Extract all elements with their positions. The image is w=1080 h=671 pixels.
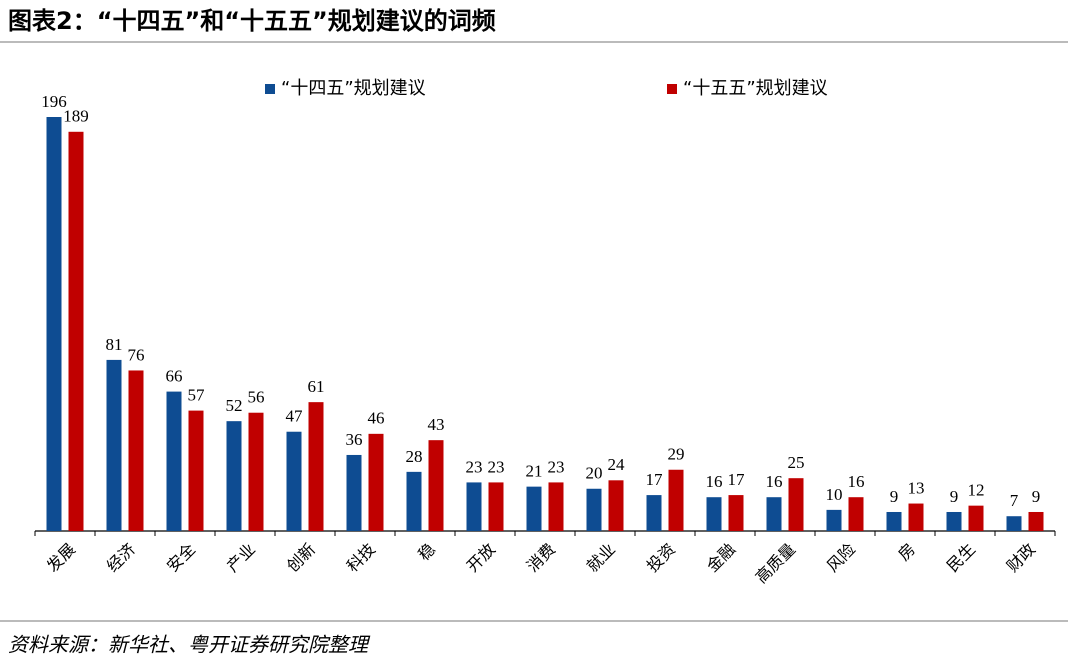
bar bbox=[826, 509, 842, 531]
bar bbox=[908, 503, 924, 531]
value-label: 56 bbox=[248, 388, 265, 407]
bar bbox=[788, 478, 804, 531]
value-label: 17 bbox=[728, 470, 746, 489]
value-label: 16 bbox=[848, 472, 865, 491]
value-label: 76 bbox=[128, 345, 145, 364]
value-label: 61 bbox=[308, 377, 325, 396]
bar bbox=[646, 495, 662, 531]
bar bbox=[668, 469, 684, 531]
legend-swatch bbox=[265, 84, 275, 94]
source-note: 资料来源：新华社、粤开证券研究院整理 bbox=[8, 633, 371, 657]
value-label: 29 bbox=[668, 445, 685, 464]
legend-label: “十四五”规划建议 bbox=[281, 78, 426, 99]
x-tick-label: 创新 bbox=[283, 540, 319, 576]
bar bbox=[428, 440, 444, 531]
value-label: 9 bbox=[890, 487, 899, 506]
bar bbox=[968, 505, 984, 531]
x-tick-label: 安全 bbox=[163, 540, 199, 576]
value-label: 20 bbox=[586, 464, 603, 483]
value-label: 9 bbox=[950, 487, 959, 506]
x-tick-label: 消费 bbox=[523, 540, 559, 576]
x-tick-label: 风险 bbox=[823, 540, 859, 576]
bar bbox=[188, 410, 204, 531]
value-label: 10 bbox=[826, 485, 843, 504]
x-tick-label: 科技 bbox=[343, 540, 379, 576]
value-label: 47 bbox=[286, 407, 304, 426]
value-label: 17 bbox=[646, 470, 664, 489]
value-label: 28 bbox=[406, 447, 423, 466]
x-tick-label: 开放 bbox=[463, 540, 499, 576]
bar bbox=[248, 412, 264, 531]
x-tick-label: 投资 bbox=[643, 540, 679, 576]
bar bbox=[346, 454, 362, 531]
value-label: 23 bbox=[548, 457, 565, 476]
bar bbox=[886, 511, 902, 531]
x-tick-label: 经济 bbox=[103, 540, 139, 576]
x-tick-label: 发展 bbox=[43, 540, 79, 576]
x-tick-label: 民生 bbox=[943, 540, 979, 576]
value-label: 7 bbox=[1010, 491, 1019, 510]
value-label: 23 bbox=[488, 457, 505, 476]
value-label: 24 bbox=[608, 455, 626, 474]
bar bbox=[308, 402, 324, 531]
bar bbox=[1006, 516, 1022, 531]
bar bbox=[608, 480, 624, 531]
value-label: 16 bbox=[766, 472, 783, 491]
bar bbox=[526, 486, 542, 531]
value-label: 81 bbox=[106, 335, 123, 354]
bar bbox=[706, 497, 722, 531]
x-tick-label: 产业 bbox=[223, 540, 259, 576]
x-tick-label: 财政 bbox=[1003, 540, 1039, 576]
value-label: 9 bbox=[1032, 487, 1041, 506]
value-label: 21 bbox=[526, 462, 543, 481]
bar bbox=[548, 482, 564, 531]
bar bbox=[466, 482, 482, 531]
value-label: 36 bbox=[346, 430, 363, 449]
bar bbox=[1028, 511, 1044, 531]
bar bbox=[46, 117, 62, 531]
value-label: 52 bbox=[226, 396, 243, 415]
x-tick-label: 高质量 bbox=[752, 540, 799, 587]
bar bbox=[728, 495, 744, 531]
bar bbox=[766, 497, 782, 531]
bar bbox=[106, 359, 122, 531]
bar bbox=[166, 391, 182, 531]
value-label: 25 bbox=[788, 453, 805, 472]
bar bbox=[286, 431, 302, 531]
value-label: 66 bbox=[166, 366, 183, 385]
bar bbox=[586, 488, 602, 531]
bar bbox=[488, 482, 504, 531]
legend-label: “十五五”规划建议 bbox=[683, 78, 828, 99]
value-label: 196 bbox=[41, 92, 67, 111]
bar bbox=[848, 497, 864, 531]
bar bbox=[128, 370, 144, 531]
bar bbox=[368, 433, 384, 531]
value-label: 16 bbox=[706, 472, 723, 491]
bar bbox=[68, 131, 84, 532]
value-label: 13 bbox=[908, 478, 925, 497]
bar bbox=[406, 471, 422, 531]
x-tick-label: 稳 bbox=[414, 540, 439, 565]
x-tick-label: 金融 bbox=[703, 540, 739, 576]
bar bbox=[946, 511, 962, 531]
legend-swatch bbox=[667, 84, 677, 94]
value-label: 12 bbox=[968, 481, 985, 500]
value-label: 43 bbox=[428, 415, 445, 434]
value-label: 46 bbox=[368, 409, 385, 428]
x-tick-label: 就业 bbox=[583, 540, 619, 576]
bar bbox=[226, 421, 242, 531]
value-label: 23 bbox=[466, 457, 483, 476]
x-tick-label: 房 bbox=[894, 540, 919, 565]
chart-title: 图表2：“十四五”和“十五五”规划建议的词频 bbox=[8, 7, 496, 35]
value-label: 57 bbox=[188, 386, 206, 405]
value-label: 189 bbox=[63, 107, 89, 126]
